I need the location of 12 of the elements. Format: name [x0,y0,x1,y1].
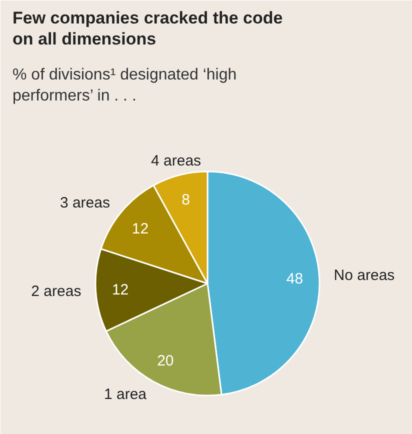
data-label: 12 [132,220,149,238]
data-label: 48 [286,270,304,288]
slice-label: 3 areas [60,194,110,212]
slice-label: 2 areas [31,282,82,300]
data-label: 20 [157,352,174,370]
chart-subtitle: % of divisions¹ designated ‘high performers’ in . . . [12,66,237,104]
slice-label: No areas [334,267,395,284]
slice-label: 1 area [104,386,148,403]
slice-label: 4 areas [151,152,202,170]
data-label: 8 [182,191,190,208]
chart-title: Few companies cracked the code on all dimensions [12,8,283,48]
data-label: 12 [112,281,129,298]
